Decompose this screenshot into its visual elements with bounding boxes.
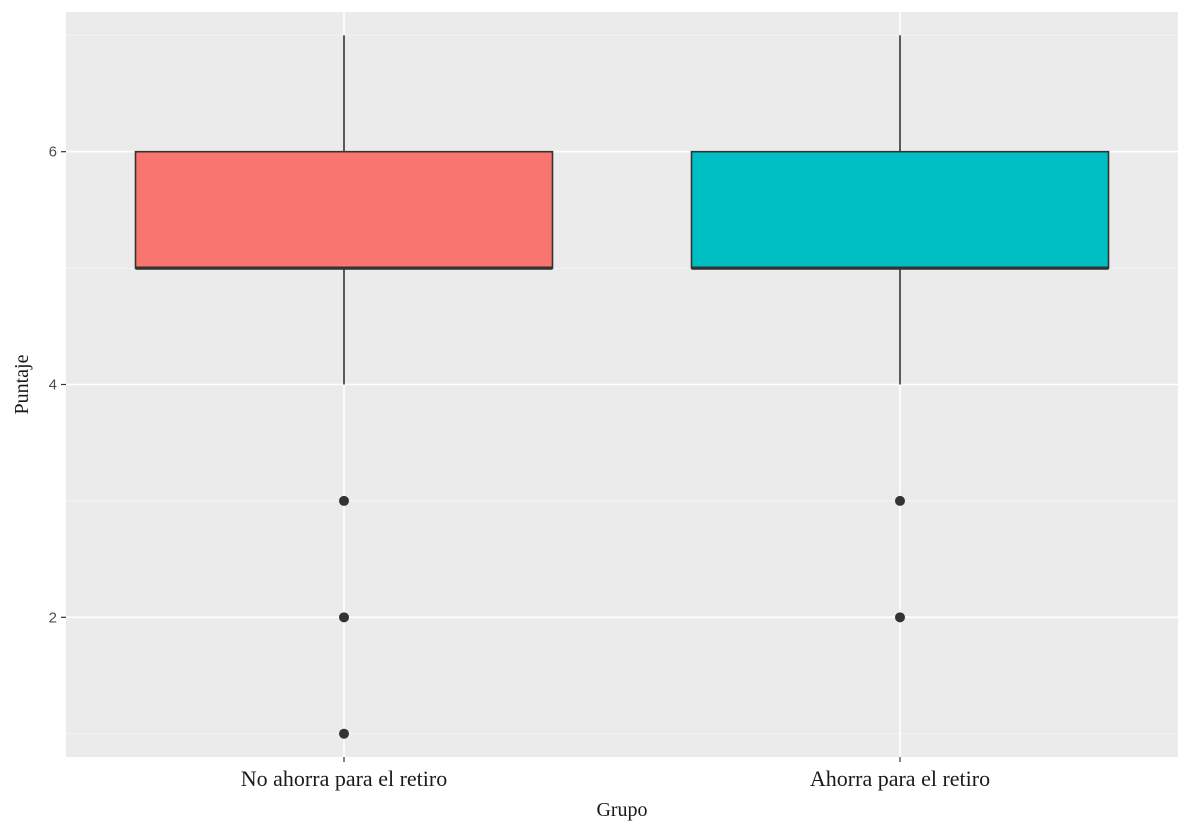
outlier-point xyxy=(895,612,905,623)
y-axis: 2 4 6 xyxy=(49,144,66,626)
outlier-point xyxy=(339,728,349,739)
outlier-point xyxy=(895,495,905,506)
outlier-point xyxy=(339,495,349,506)
box-group xyxy=(134,35,554,739)
y-tick-label: 4 xyxy=(49,377,57,394)
box-iqr xyxy=(690,150,1110,269)
boxes xyxy=(134,35,1110,739)
x-tick-label: Ahorra para el retiro xyxy=(810,766,990,791)
box-group xyxy=(690,35,1110,623)
x-axis-title: Grupo xyxy=(596,799,647,821)
x-tick-label: No ahorra para el retiro xyxy=(241,766,447,791)
y-axis-title: Puntaje xyxy=(11,354,33,414)
x-axis: No ahorra para el retiro Ahorra para el r… xyxy=(241,757,990,791)
y-tick-label: 6 xyxy=(49,144,57,161)
outlier-point xyxy=(339,612,349,623)
y-tick-label: 2 xyxy=(49,609,57,626)
box-iqr xyxy=(134,150,554,269)
